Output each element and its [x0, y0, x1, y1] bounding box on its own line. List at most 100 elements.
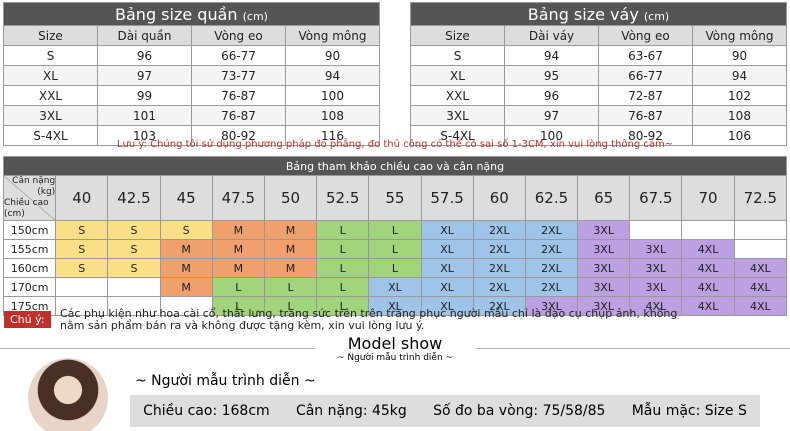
size-cell: 4XL	[733, 258, 788, 278]
cell: S-4XL	[410, 125, 505, 146]
size-cell: 4XL	[681, 296, 735, 316]
row: XXL 99 76-87 100	[3, 85, 380, 106]
weight-row: Cân nặng (kg) Chiều cao (cm) 40 42.5 45 47.5 5…	[2, 175, 788, 221]
header-cell: Dài váy	[504, 25, 599, 46]
size-cell: L	[211, 296, 265, 316]
cell: 66-77	[191, 45, 286, 66]
size-cell: L	[316, 277, 370, 297]
cell: 100	[504, 125, 599, 146]
weight-cell: 72.5	[733, 175, 788, 221]
size-cell: 4XL	[733, 277, 788, 297]
row: S 96 66-77 90	[3, 45, 380, 66]
weight-cell: 65	[577, 175, 631, 221]
row: 175cm L L L XL XL 2XL 3XL 3XL 4XL 4XL 4XL	[2, 296, 788, 316]
size-cell: S	[107, 239, 161, 259]
corner-cell: Cân nặng (kg) Chiều cao (cm)	[2, 175, 57, 221]
table-title: Bảng size váy (cm)	[410, 2, 787, 26]
title-unit: (cm)	[643, 9, 670, 23]
row: 155cm S S M M M L L XL 2XL 2XL 3XL 3XL 4XL	[2, 239, 788, 259]
weight-cell: 55	[368, 175, 422, 221]
cell: XXL	[410, 85, 505, 106]
cell: 97	[504, 105, 599, 126]
model-stat: Chiều cao: 168cm	[143, 403, 270, 419]
size-cell: 2XL	[472, 296, 526, 316]
pants-size-table: Bảng size quần (cm) Size Dài quần Vòng eo Vò…	[3, 2, 380, 146]
header-cell: Vòng eo	[191, 25, 286, 46]
size-cell: 3XL	[577, 258, 631, 278]
title-row: Bảng size váy (cm)	[410, 2, 787, 26]
weight-cell: 52.5	[316, 175, 370, 221]
cell: S	[410, 45, 505, 66]
size-cell: 4XL	[733, 296, 788, 316]
cell: S-4XL	[3, 125, 98, 146]
size-cell	[681, 220, 735, 240]
size-cell: 3XL	[577, 296, 631, 316]
size-cell	[107, 277, 161, 297]
size-cell: 2XL	[524, 277, 579, 297]
size-cell: S	[55, 258, 109, 278]
size-cell: XL	[420, 239, 474, 259]
weight-cell: 40	[55, 175, 109, 221]
cell: 97	[97, 65, 192, 86]
size-cell: 3XL	[629, 277, 683, 297]
cell: 116	[285, 125, 380, 146]
model-stat: Cân nặng: 45kg	[295, 403, 407, 419]
size-cell: L	[368, 239, 422, 259]
size-cell: L	[263, 296, 318, 316]
skirt-size-table: Bảng size váy (cm) Size Dài váy Vòng eo Vòng…	[410, 2, 787, 146]
model-subtitle: ~ Người mẫu trình diễn ~	[336, 353, 454, 363]
header-cell: Vòng mông	[692, 25, 787, 46]
size-cell: 2XL	[524, 239, 579, 259]
corner-top: Cân nặng (kg)	[12, 176, 56, 197]
row: S-4XL 103 80-92 116	[3, 125, 380, 146]
header-row: Size Dài quần Vòng eo Vòng mông	[3, 25, 380, 46]
size-cell: L	[316, 239, 370, 259]
size-cell: M	[263, 239, 318, 259]
size-cell: M	[211, 239, 265, 259]
size-cell	[733, 220, 788, 240]
weight-cell: 45	[159, 175, 213, 221]
model-stat: Mẫu mặc: Size S	[631, 403, 747, 419]
size-cell: S	[55, 220, 109, 240]
cell: 96	[97, 45, 192, 66]
header-cell: Vòng mông	[285, 25, 380, 46]
table-title: Bảng size quần (cm)	[3, 2, 380, 26]
weight-cell: 70	[681, 175, 735, 221]
size-cell: L	[368, 220, 422, 240]
weight-cell: 60	[472, 175, 526, 221]
size-cell: 2XL	[472, 239, 526, 259]
row: XL 95 66-77 94	[410, 65, 787, 86]
row: 3XL 97 76-87 108	[410, 105, 787, 126]
row: XL 97 73-77 94	[3, 65, 380, 86]
model-heading: ~ Người mẫu trình diễn ~	[135, 373, 316, 389]
row: XXL 96 72-87 102	[410, 85, 787, 106]
size-cell: L	[316, 220, 370, 240]
disclaimer-label: Chú ý:	[4, 311, 51, 328]
row: 150cm S S S M M L L XL 2XL 2XL 3XL	[2, 220, 788, 240]
size-cell: 2XL	[472, 220, 526, 240]
title-row: Bảng size quần (cm)	[3, 2, 380, 26]
cell: 90	[692, 45, 787, 66]
cell: 76-87	[598, 105, 693, 126]
title-row: Bảng tham khảo chiều cao và cân nặng	[3, 156, 787, 176]
cell: 76-87	[191, 105, 286, 126]
cell: 63-67	[598, 45, 693, 66]
size-cell: 3XL	[629, 239, 683, 259]
size-cell: M	[159, 277, 213, 297]
weight-cell: 67.5	[629, 175, 683, 221]
note-label: Lưu ý:	[116, 139, 147, 150]
size-cell: L	[316, 258, 370, 278]
cell: 80-92	[191, 125, 286, 146]
size-cell: M	[211, 258, 265, 278]
size-cell: 3XL	[577, 220, 631, 240]
cell: 95	[504, 65, 599, 86]
row: 170cm M L L L XL XL 2XL 2XL 3XL 3XL 4XL 4XL	[2, 277, 788, 297]
size-cell: M	[211, 220, 265, 240]
size-cell	[629, 220, 683, 240]
row: 160cm S S M M M L L XL 2XL 2XL 3XL 3XL 4XL 4XL	[2, 258, 788, 278]
header-cell: Dài quần	[97, 25, 192, 46]
size-cell: 3XL	[577, 277, 631, 297]
header-cell: Vòng eo	[598, 25, 693, 46]
cell: 76-87	[191, 85, 286, 106]
size-cell: 3XL	[577, 239, 631, 259]
